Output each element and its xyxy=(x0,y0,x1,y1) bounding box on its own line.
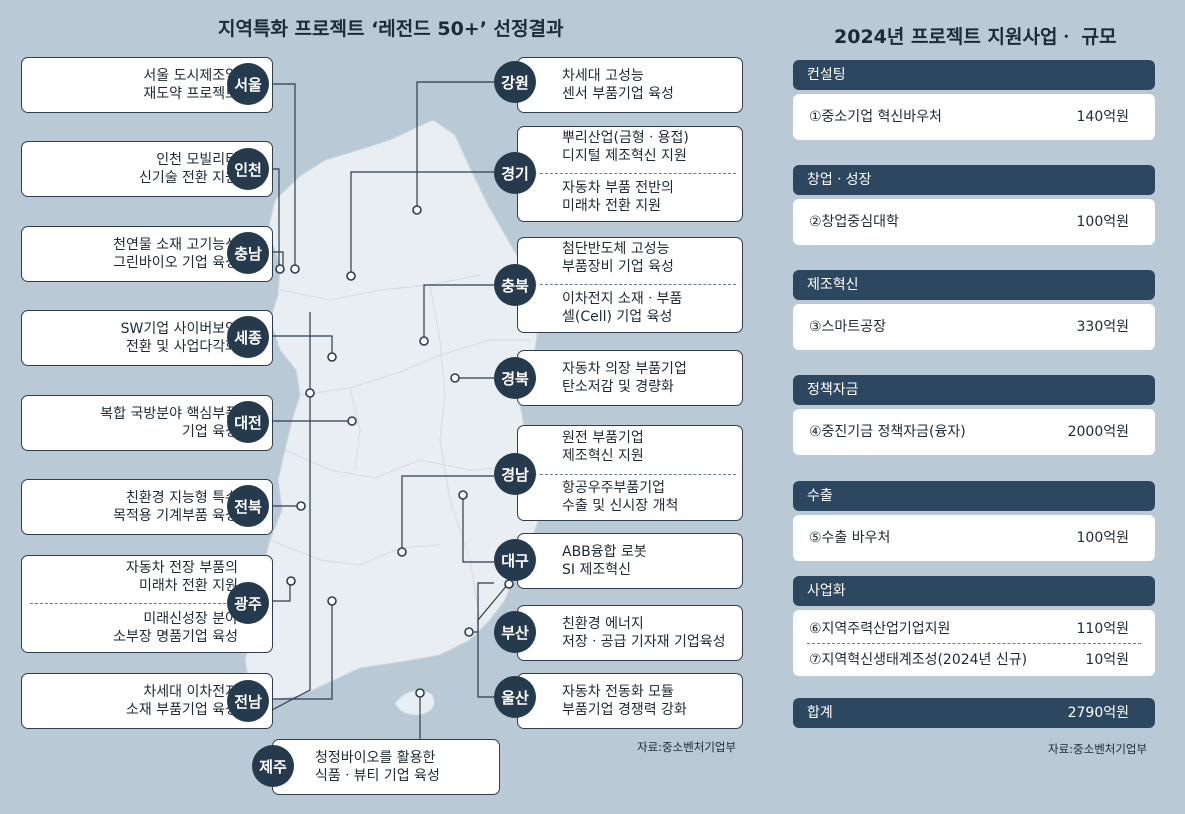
region-desc: ABB융합 로봇 SI 제조혁신 xyxy=(562,544,647,578)
divider xyxy=(540,474,736,475)
region-desc: 차세대 고성능 센서 부품기업 육성 xyxy=(562,68,674,102)
item-amount: 330억원 xyxy=(1076,319,1129,335)
item-amount: 100억원 xyxy=(1076,530,1129,546)
category-consulting: 컨설팅 xyxy=(793,60,1155,90)
item-amount: 100억원 xyxy=(1076,214,1129,230)
support-item: ④중진기금 정책자금(융자) 2000억원 xyxy=(793,409,1155,455)
support-item: ①중소기업 혁신바우처 140억원 xyxy=(793,94,1155,140)
badge-incheon: 인천 xyxy=(227,148,269,190)
item-amount: 110억원 xyxy=(1076,621,1129,637)
map-title: 지역특화 프로젝트 ‘레전드 50+’ 선정결과 xyxy=(218,18,564,40)
korea-peninsula-shape xyxy=(244,119,546,701)
badge-ulsan: 울산 xyxy=(494,676,536,718)
item-amount: 10억원 xyxy=(1085,652,1129,668)
support-title: 2024년 프로젝트 지원사업ㆍ 규모 xyxy=(834,26,1117,48)
region-desc-2: 미래신성장 분야 소부장 명품기업 육성 xyxy=(113,611,238,645)
badge-jeonnam: 전남 xyxy=(227,680,269,722)
region-desc: SW기업 사이버보안 전환 및 사업다각화 xyxy=(120,321,238,355)
category-export: 수출 xyxy=(793,481,1155,511)
region-card-busan: 친환경 에너지 저장ㆍ공급 기자재 기업육성 xyxy=(517,605,743,661)
source-note-left: 자료:중소벤처기업부 xyxy=(637,740,737,754)
total-bar: 합계 2790억원 xyxy=(793,698,1155,728)
region-card-chungbuk: 첨단반도체 고성능 부품장비 기업 육성 이차전지 소재ㆍ부품 셀(Cell) 기업… xyxy=(517,237,743,333)
region-card-jeonbuk: 친환경 지능형 특수 목적용 기계부품 육성 xyxy=(21,479,273,535)
divider xyxy=(30,603,226,604)
leader-lines xyxy=(271,81,509,740)
badge-chungnam: 충남 xyxy=(227,232,269,274)
badge-gyeonggi: 경기 xyxy=(494,152,536,194)
item-name: ⑤수출 바우처 xyxy=(809,530,891,546)
badge-daejeon: 대전 xyxy=(227,401,269,443)
divider xyxy=(540,284,736,285)
support-item: ②창업중심대학 100억원 xyxy=(793,199,1155,245)
region-desc: 자동차 전동화 모듈 부품기업 경쟁력 강화 xyxy=(562,684,687,718)
item-name: ④중진기금 정책자금(융자) xyxy=(809,424,966,440)
region-desc-2: 항공우주부품기업 수출 및 신시장 개척 xyxy=(562,480,679,514)
location-dots xyxy=(275,205,514,698)
item-amount: 140억원 xyxy=(1076,109,1129,125)
total-amount: 2790억원 xyxy=(1067,705,1129,721)
region-card-ulsan: 자동차 전동화 모듈 부품기업 경쟁력 강화 xyxy=(517,673,743,729)
item-name: ⑥지역주력산업기업지원 xyxy=(809,621,951,637)
category-policy-fund: 정책자금 xyxy=(793,375,1155,405)
jeju-island-shape xyxy=(394,690,435,716)
badge-gyeongnam: 경남 xyxy=(494,453,536,495)
region-card-sejong: SW기업 사이버보안 전환 및 사업다각화 xyxy=(21,310,273,366)
support-item: ⑤수출 바우처 100억원 xyxy=(793,515,1155,561)
region-desc: 친환경 에너지 저장ㆍ공급 기자재 기업육성 xyxy=(562,616,726,650)
badge-seoul: 서울 xyxy=(227,63,269,105)
region-desc-2: 이차전지 소재ㆍ부품 셀(Cell) 기업 육성 xyxy=(562,291,683,325)
region-desc-1: 원전 부품기업 제조혁신 지원 xyxy=(562,430,644,464)
divider xyxy=(807,643,1141,644)
region-card-gangwon: 차세대 고성능 센서 부품기업 육성 xyxy=(517,57,743,113)
category-commercialization: 사업화 xyxy=(793,576,1155,606)
item-name: ①중소기업 혁신바우처 xyxy=(809,109,942,125)
region-desc-1: 첨단반도체 고성능 부품장비 기업 육성 xyxy=(562,241,674,275)
badge-daegu: 대구 xyxy=(494,539,536,581)
divider xyxy=(540,173,736,174)
region-desc-1: 자동차 전장 부품의 미래차 전환 지원 xyxy=(126,560,238,594)
support-item: ③스마트공장 330억원 xyxy=(793,304,1155,350)
region-desc: 천연물 소재 고기능성 그린바이오 기업 육성 xyxy=(113,237,238,271)
region-desc: 복합 국방분야 핵심부품 기업 육성 xyxy=(100,406,238,440)
badge-gyeongbuk: 경북 xyxy=(494,357,536,399)
badge-jeju: 제주 xyxy=(252,745,294,787)
region-desc: 친환경 지능형 특수 목적용 기계부품 육성 xyxy=(113,490,238,524)
province-borders xyxy=(269,274,531,621)
badge-busan: 부산 xyxy=(494,611,536,653)
badge-chungbuk: 충북 xyxy=(494,264,536,306)
category-startup: 창업ㆍ성장 xyxy=(793,165,1155,195)
region-card-gyeongnam: 원전 부품기업 제조혁신 지원 항공우주부품기업 수출 및 신시장 개척 xyxy=(517,425,743,521)
region-card-gwangju: 자동차 전장 부품의 미래차 전환 지원 미래신성장 분야 소부장 명품기업 육성 xyxy=(21,555,273,653)
region-card-incheon: 인천 모빌리티 신기술 전환 지원 xyxy=(21,141,273,197)
item-name: ⑦지역혁신생태계조성(2024년 신규) xyxy=(809,652,1028,668)
region-desc: 청정바이오를 활용한 식품ㆍ뷰티 기업 육성 xyxy=(315,750,440,784)
badge-jeonbuk: 전북 xyxy=(227,485,269,527)
badge-sejong: 세종 xyxy=(227,316,269,358)
region-desc-2: 자동차 부품 전반의 미래차 전환 지원 xyxy=(562,180,674,214)
item-amount: 2000억원 xyxy=(1067,424,1129,440)
item-name: ③스마트공장 xyxy=(809,319,886,335)
region-desc: 인천 모빌리티 신기술 전환 지원 xyxy=(138,152,238,186)
region-desc: 서울 도시제조업 재도약 프로젝트 xyxy=(143,68,238,102)
badge-gwangju: 광주 xyxy=(227,582,269,624)
region-desc-1: 뿌리산업(금형ㆍ용접) 디지털 제조혁신 지원 xyxy=(562,130,689,164)
item-name: ②창업중심대학 xyxy=(809,214,899,230)
source-note-right: 자료:중소벤처기업부 xyxy=(1048,742,1148,756)
badge-gangwon: 강원 xyxy=(494,61,536,103)
region-card-gyeonggi: 뿌리산업(금형ㆍ용접) 디지털 제조혁신 지원 자동차 부품 전반의 미래차 전환 … xyxy=(517,126,743,222)
region-card-gyeongbuk: 자동차 의장 부품기업 탄소저감 및 경량화 xyxy=(517,350,743,406)
region-card-daegu: ABB융합 로봇 SI 제조혁신 xyxy=(517,533,743,589)
support-item: ⑥지역주력산업기업지원 110억원 ⑦지역혁신생태계조성(2024년 신규) 10억… xyxy=(793,610,1155,676)
category-manufacturing: 제조혁신 xyxy=(793,270,1155,300)
total-label: 합계 xyxy=(807,705,833,721)
region-card-jeju: 청정바이오를 활용한 식품ㆍ뷰티 기업 육성 xyxy=(272,739,500,795)
region-desc: 자동차 의장 부품기업 탄소저감 및 경량화 xyxy=(562,361,687,395)
region-desc: 차세대 이차전지 소재 부품기업 육성 xyxy=(126,684,238,718)
